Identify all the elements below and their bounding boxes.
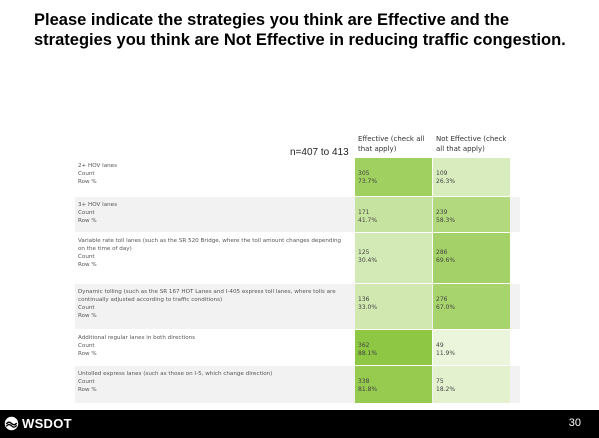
wsdot-logo: WSDOT [4,416,72,431]
not-effective-cell: 239 58.3% [433,197,510,232]
not-effective-pct: 67.0% [436,304,456,311]
table-row: Untolled express lanes (such as those on… [75,366,520,403]
not-effective-cell: 75 18.2% [433,366,510,403]
row-label: Untolled express lanes (such as those on… [78,371,273,377]
row-pct-label: Row % [78,351,97,357]
effective-cell: 362 88.1% [355,330,432,365]
page-number: 30 [568,417,581,429]
not-effective-count: 239 [436,209,448,216]
row-label: Additional regular lanes in both directi… [78,335,196,341]
table-row: Variable rate toll lanes (such as the SR… [75,233,520,283]
row-label: 3+ HOV lanes [78,202,118,208]
effective-count: 136 [358,296,370,303]
not-effective-pct: 69.6% [436,257,456,264]
row-pct-label: Row % [78,387,97,393]
row-pct-label: Row % [78,262,97,268]
effective-count: 362 [358,342,370,349]
row-label: Variable rate toll lanes (such as the SR… [78,238,342,252]
row-pct-label: Row % [78,313,97,319]
effective-cell: 125 30.4% [355,233,432,283]
sample-size-label: n=407 to 413 [290,147,349,158]
effective-count: 305 [358,170,370,177]
row-label: 2+ HOV lanes [78,163,118,169]
effective-count: 338 [358,378,370,385]
not-effective-count: 75 [436,378,444,385]
column-header-not-effective: Not Effective (check all that apply) [436,135,507,153]
wsdot-emblem-icon [4,416,19,431]
effective-pct: 41.7% [358,217,378,224]
count-label: Count [78,254,95,260]
effective-pct: 30.4% [358,257,378,264]
count-label: Count [78,343,95,349]
effective-pct: 88.1% [358,350,378,357]
effective-pct: 81.8% [358,386,378,393]
not-effective-cell: 276 67.0% [433,284,510,329]
slide-title: Please indicate the strategies you think… [34,11,566,49]
table-row: 2+ HOV lanes Count Row % 305 73.7% 109 2… [75,158,520,196]
effective-cell: 305 73.7% [355,158,432,196]
not-effective-count: 49 [436,342,444,349]
table-row: 3+ HOV lanes Count Row % 171 41.7% 239 5… [75,197,520,232]
table-row: Dynamic tolling (such as the SR 167 HOT … [75,284,520,329]
effective-count: 171 [358,209,370,216]
not-effective-pct: 26.3% [436,178,456,185]
not-effective-pct: 58.3% [436,217,456,224]
effective-pct: 33.0% [358,304,378,311]
effective-pct: 73.7% [358,178,378,185]
effective-count: 125 [358,249,370,256]
row-pct-label: Row % [78,179,97,185]
effective-cell: 171 41.7% [355,197,432,232]
effective-cell: 136 33.0% [355,284,432,329]
row-label: Dynamic tolling (such as the SR 167 HOT … [78,289,336,303]
not-effective-pct: 11.9% [436,350,456,357]
count-label: Count [78,305,95,311]
logo-text: WSDOT [22,416,72,431]
not-effective-cell: 286 69.6% [433,233,510,283]
not-effective-count: 109 [436,170,448,177]
table-row: Additional regular lanes in both directi… [75,330,520,365]
not-effective-count: 286 [436,249,448,256]
not-effective-pct: 18.2% [436,386,456,393]
count-label: Count [78,379,95,385]
row-pct-label: Row % [78,218,97,224]
count-label: Count [78,210,95,216]
column-header-effective: Effective (check all that apply) [358,135,425,153]
not-effective-count: 276 [436,296,448,303]
not-effective-cell: 49 11.9% [433,330,510,365]
count-label: Count [78,171,95,177]
not-effective-cell: 109 26.3% [433,158,510,196]
footer-bar: WSDOT 30 [0,410,599,438]
effective-cell: 338 81.8% [355,366,432,403]
